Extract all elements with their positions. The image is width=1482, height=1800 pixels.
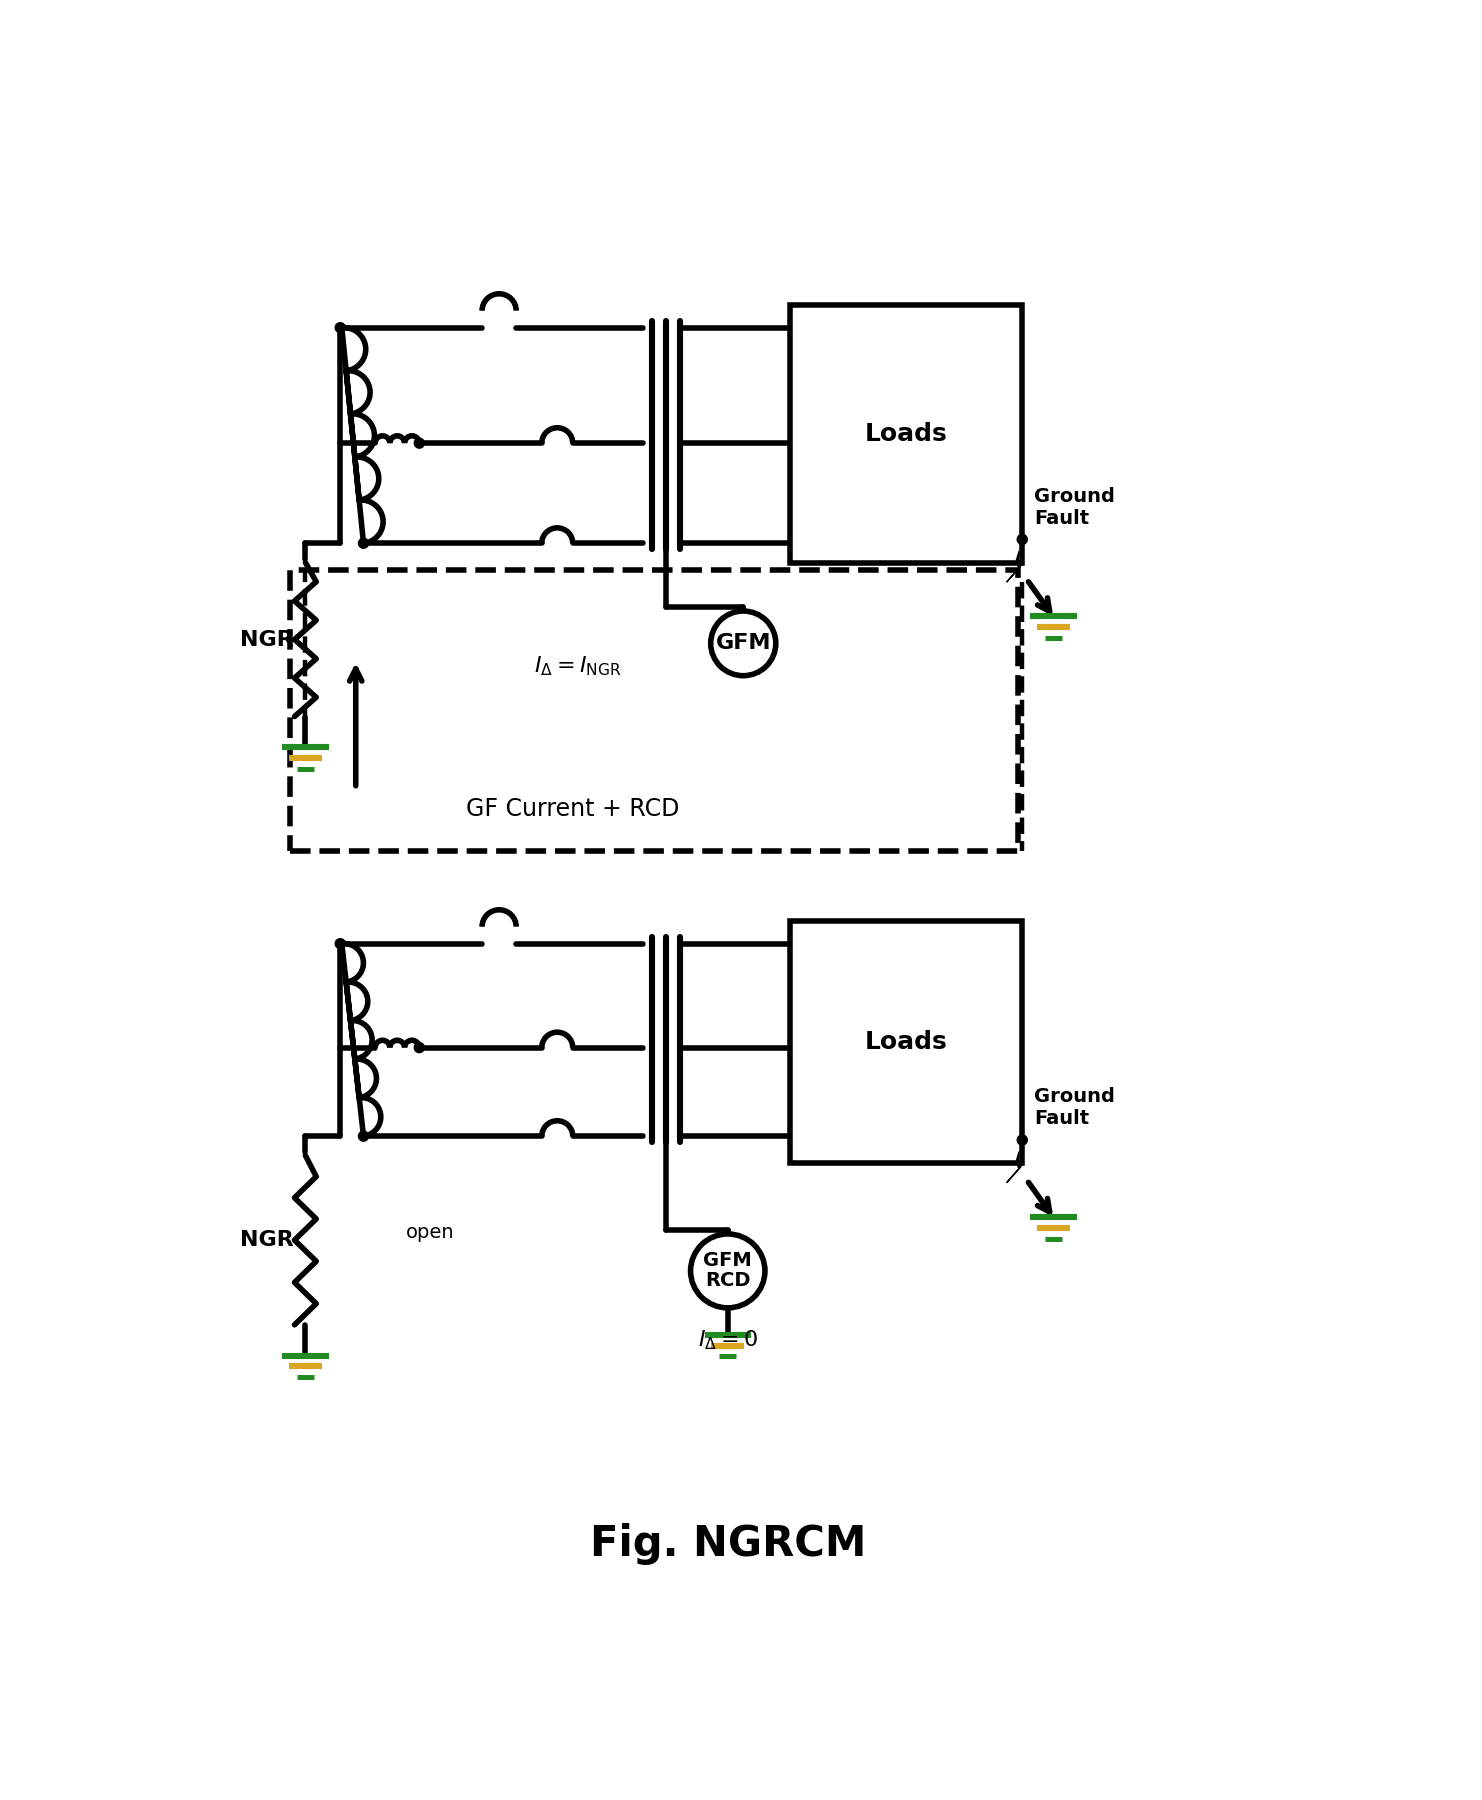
Circle shape (415, 1042, 424, 1053)
Circle shape (335, 322, 345, 333)
Polygon shape (1006, 551, 1023, 581)
Circle shape (359, 1130, 369, 1141)
Circle shape (359, 538, 369, 549)
Circle shape (1017, 1136, 1027, 1145)
Text: open: open (406, 1222, 455, 1242)
Text: $I_\Delta = 0$: $I_\Delta = 0$ (698, 1328, 757, 1352)
Text: NGR: NGR (240, 630, 293, 650)
Text: GFM: GFM (704, 1251, 753, 1271)
Circle shape (691, 1235, 765, 1309)
Text: Ground
Fault: Ground Fault (1034, 486, 1114, 527)
Circle shape (415, 437, 424, 448)
Circle shape (335, 938, 345, 949)
Text: Ground
Fault: Ground Fault (1034, 1087, 1114, 1129)
Text: GFM: GFM (716, 634, 771, 653)
Text: RCD: RCD (705, 1271, 750, 1291)
Bar (790, 304, 1023, 562)
Polygon shape (1006, 1152, 1023, 1183)
Text: $I_\Delta = I_\mathrm{NGR}$: $I_\Delta = I_\mathrm{NGR}$ (534, 655, 621, 679)
Text: GF Current + RCD: GF Current + RCD (465, 797, 679, 821)
Circle shape (1017, 535, 1027, 544)
Text: Loads: Loads (864, 1030, 947, 1053)
Bar (790, 920, 1023, 1163)
Text: Fig. NGRCM: Fig. NGRCM (590, 1523, 865, 1566)
Bar (290, 571, 1018, 851)
Text: NGR: NGR (240, 1229, 293, 1249)
Circle shape (711, 610, 775, 675)
Text: Loads: Loads (864, 421, 947, 446)
